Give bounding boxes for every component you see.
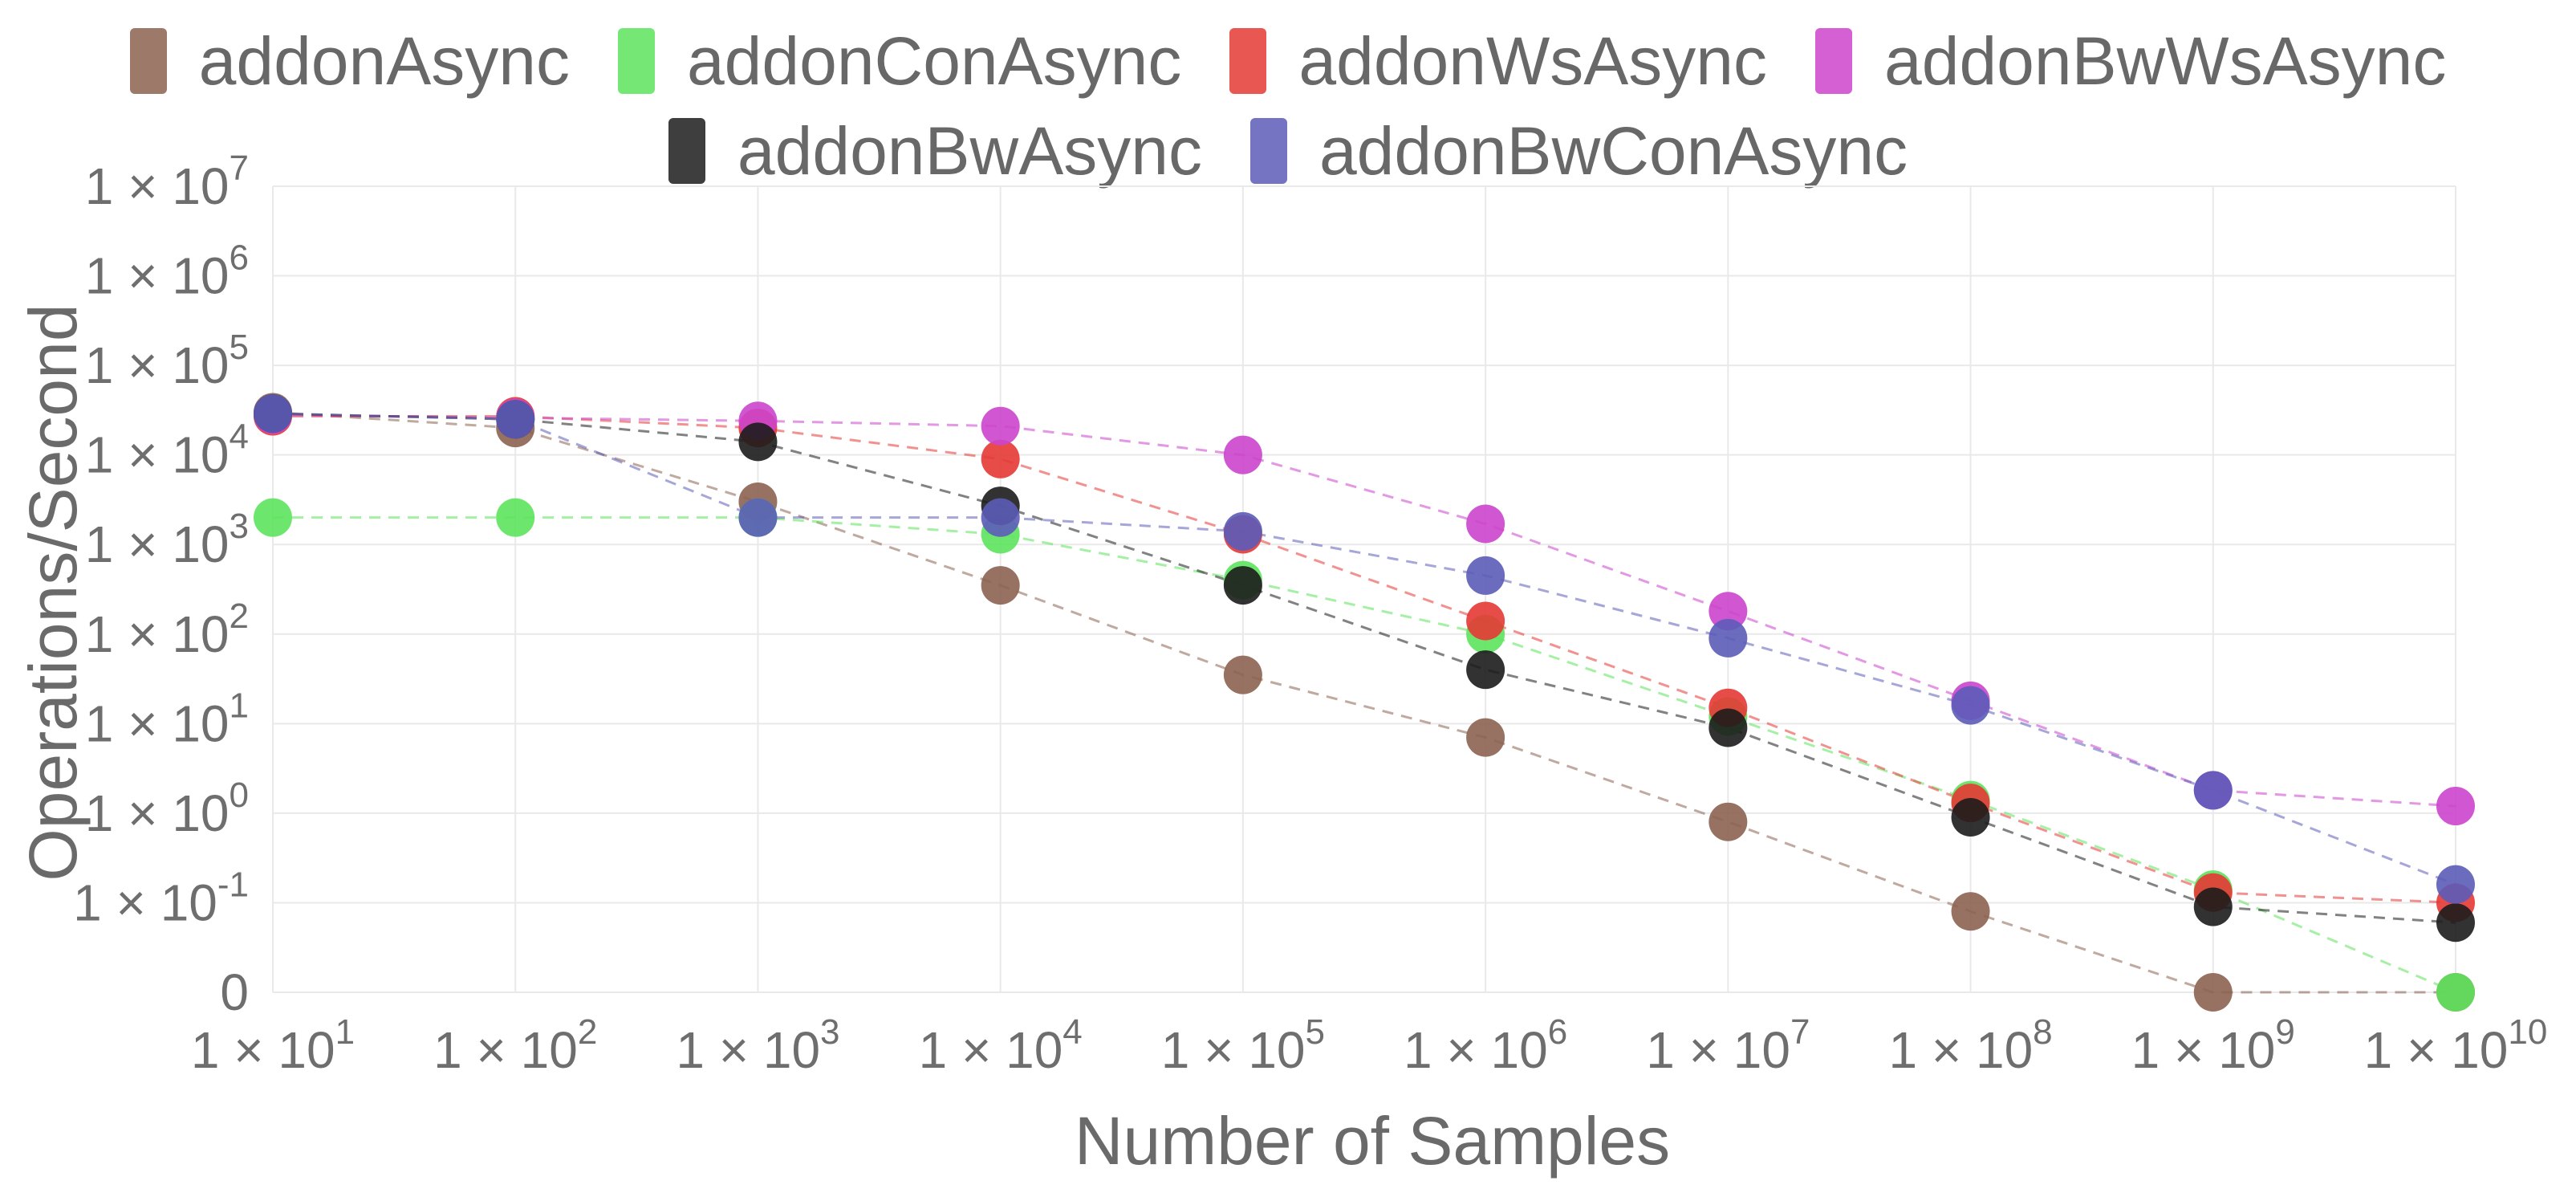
x-tick-label: 1 × 109: [2131, 1012, 2295, 1079]
point-addonWsAsync: [1466, 601, 1505, 641]
series-points: [254, 393, 2475, 1012]
legend-item-addonBwConAsync[interactable]: addonBwConAsync: [1249, 112, 1908, 190]
legend-label-addonBwAsync: addonBwAsync: [737, 112, 1202, 189]
point-addonAsync: [1466, 718, 1505, 757]
legend-label-addonWsAsync: addonWsAsync: [1298, 22, 1768, 99]
point-addonAsync: [1709, 802, 1748, 841]
y-tick-label: 1 × 103: [85, 507, 249, 573]
point-addonBwConAsync: [254, 394, 292, 434]
point-addonBwConAsync: [1951, 686, 1990, 725]
point-addonConAsync: [496, 498, 535, 537]
legend-swatch-addonAsync: [129, 28, 167, 94]
point-addonBwConAsync: [2193, 771, 2233, 810]
x-axis-ticks: 1 × 101 1 × 102 1 × 103 1 × 104 1 × 105 1 × 1…: [191, 1012, 2547, 1079]
point-addonBwWsAsync: [1223, 435, 1262, 474]
point-addonWsAsync: [981, 439, 1020, 478]
legend-row-2: addonBwAsync addonBwConAsync: [0, 106, 2576, 196]
series-lines: [272, 410, 2456, 994]
chart-grid: [272, 185, 2456, 993]
series-line-addonAsync: [272, 410, 2456, 994]
y-tick-label: 1 × 10-1: [73, 865, 249, 931]
x-axis-title: Number of Samples: [1075, 1103, 1670, 1179]
x-tick-label: 1 × 102: [433, 1012, 597, 1079]
point-addonBwConAsync: [1466, 556, 1505, 595]
legend-swatch-addonBwAsync: [668, 118, 705, 184]
point-addonBwWsAsync: [2436, 787, 2475, 826]
point-addonBwWsAsync: [1466, 504, 1505, 544]
y-tick-label: 1 × 105: [85, 328, 249, 394]
x-tick-label: 1 × 1010: [2364, 1012, 2548, 1079]
point-addonConAsync: [254, 498, 292, 537]
x-tick-label: 1 × 101: [191, 1012, 355, 1079]
y-tick-label: 1 × 100: [85, 776, 249, 842]
point-addonBwConAsync: [1709, 618, 1748, 658]
y-tick-label: 1 × 102: [85, 596, 249, 663]
legend-label-addonBwWsAsync: addonBwWsAsync: [1884, 22, 2447, 99]
legend-swatch-addonConAsync: [617, 28, 655, 94]
x-tick-label: 1 × 105: [1161, 1012, 1325, 1079]
point-addonBwAsync: [738, 422, 778, 462]
series-line-addonConAsync: [273, 516, 2456, 994]
legend-swatch-addonBwConAsync: [1249, 118, 1287, 184]
y-tick-label: 1 × 101: [85, 686, 249, 752]
legend-item-addonConAsync[interactable]: addonConAsync: [617, 22, 1182, 100]
y-tick-label: 0: [220, 963, 249, 1021]
point-addonBwAsync: [2436, 903, 2475, 943]
legend-row-1: addonAsync addonConAsync addonWsAsync ad…: [0, 16, 2576, 106]
x-tick-label: 1 × 104: [919, 1012, 1083, 1079]
point-addonBwConAsync: [2436, 865, 2475, 904]
legend-label-addonConAsync: addonConAsync: [686, 22, 1182, 99]
legend-item-addonBwAsync[interactable]: addonBwAsync: [668, 112, 1202, 190]
series-line-addonBwAsync: [272, 412, 2456, 924]
point-addonAsync: [981, 566, 1020, 605]
legend-swatch-addonWsAsync: [1229, 28, 1267, 94]
point-addonConAsync: [2436, 973, 2475, 1012]
legend-item-addonWsAsync[interactable]: addonWsAsync: [1229, 22, 1767, 100]
y-axis-ticks: 0 1 × 10-1 1 × 100 1 × 101 1 × 102 1 × 103 1 ×…: [73, 149, 249, 1021]
point-addonAsync: [1223, 655, 1262, 694]
y-tick-label: 1 × 104: [85, 417, 249, 484]
point-addonAsync: [1951, 892, 1990, 931]
series-line-addonBwConAsync: [272, 412, 2456, 886]
series-line-addonWsAsync: [273, 415, 2456, 904]
series-line-addonBwWsAsync: [272, 413, 2456, 808]
legend-item-addonAsync[interactable]: addonAsync: [129, 22, 570, 100]
point-addonBwConAsync: [1223, 511, 1262, 551]
point-addonBwAsync: [1223, 566, 1262, 605]
legend-item-addonBwWsAsync[interactable]: addonBwWsAsync: [1815, 22, 2446, 100]
point-addonBwWsAsync: [1709, 592, 1748, 631]
legend-swatch-addonBwWsAsync: [1815, 28, 1853, 94]
legend-label-addonAsync: addonAsync: [198, 22, 570, 99]
y-axis-title: Operations/Second: [15, 303, 91, 881]
legend-label-addonBwConAsync: addonBwConAsync: [1318, 112, 1908, 189]
chart-legend: addonAsync addonConAsync addonWsAsync ad…: [0, 16, 2576, 196]
x-tick-label: 1 × 108: [1888, 1012, 2052, 1079]
point-addonAsync: [2193, 973, 2233, 1012]
point-addonBwAsync: [1466, 650, 1505, 690]
point-addonBwAsync: [1709, 708, 1748, 747]
point-addonBwConAsync: [738, 498, 778, 537]
point-addonBwConAsync: [496, 400, 535, 439]
point-addonBwAsync: [1951, 797, 1990, 837]
y-tick-label: 1 × 106: [85, 238, 249, 305]
x-tick-label: 1 × 107: [1646, 1012, 1810, 1079]
x-tick-label: 1 × 106: [1404, 1012, 1567, 1079]
point-addonBwAsync: [2193, 887, 2233, 926]
point-addonBwWsAsync: [981, 406, 1020, 446]
y-tick-label: 1 × 107: [85, 149, 249, 215]
point-addonBwConAsync: [981, 498, 1020, 537]
x-tick-label: 1 × 103: [676, 1012, 839, 1079]
